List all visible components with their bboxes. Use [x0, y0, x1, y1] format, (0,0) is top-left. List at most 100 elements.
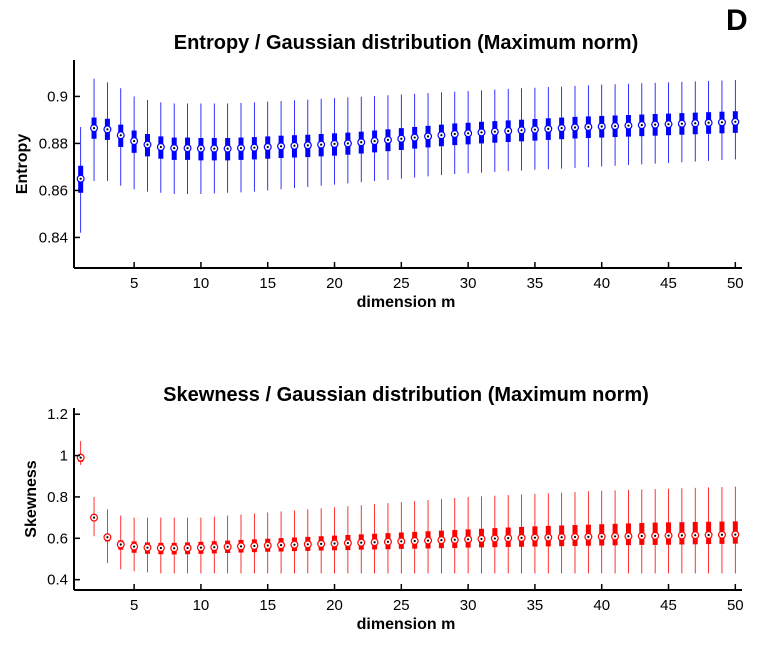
entropy-median-dot — [400, 137, 403, 140]
entropy-y-tick-label: 0.86 — [39, 182, 68, 199]
entropy-x-axis-label: dimension m — [357, 294, 456, 311]
skewness-median-dot — [226, 545, 229, 548]
skewness-x-tick-label: 50 — [727, 597, 744, 614]
skewness-median-dot — [507, 536, 510, 540]
skewness-median-dot — [266, 544, 269, 547]
entropy-median-dot — [467, 132, 470, 135]
skewness-median-dot — [400, 540, 403, 543]
entropy-median-dot — [600, 125, 603, 128]
skewness-y-tick-label: 0.8 — [47, 489, 68, 506]
entropy-median-dot — [613, 124, 617, 128]
skewness-median-dot — [320, 542, 323, 545]
skewness-median-dot — [720, 533, 724, 536]
skewness-median-dot — [306, 543, 309, 546]
entropy-median-dot — [507, 129, 510, 133]
skewness-axes: 5 10 15 20 25 30 35 40 45 50 0.4 0.6 0.8 1 1.2 — [47, 406, 744, 614]
skewness-x-tick-label: 20 — [326, 597, 343, 614]
skewness-median-dot — [480, 537, 483, 541]
entropy-x-tick-label: 25 — [393, 275, 410, 292]
entropy-median-dot — [199, 147, 203, 150]
skewness-median-dot — [654, 534, 657, 537]
skewness-x-axis-label: dimension m — [357, 616, 456, 633]
skewness-median-dot — [467, 538, 470, 541]
skewness-median-dot — [173, 547, 176, 550]
skewness-median-dot — [493, 537, 496, 540]
entropy-median-dot — [654, 123, 657, 126]
skewness-y-tick-label: 1.2 — [47, 406, 68, 423]
entropy-median-dot — [346, 142, 349, 145]
entropy-median-dot — [213, 147, 216, 150]
entropy-y-tick-label: 0.88 — [39, 135, 68, 152]
skewness-median-dot — [79, 456, 82, 459]
entropy-median-dot — [680, 122, 683, 125]
entropy-median-dot — [173, 147, 176, 150]
entropy-x-tick-label: 10 — [193, 275, 210, 292]
entropy-median-dot — [92, 127, 96, 130]
skewness-median-dot — [146, 546, 149, 549]
skewness-median-dot — [239, 545, 243, 548]
skewness-y-tick-label: 0.4 — [47, 572, 68, 589]
entropy-median-dot — [119, 134, 122, 137]
skewness-median-dot — [734, 533, 737, 536]
entropy-median-dot — [587, 125, 590, 129]
skewness-median-dot — [360, 541, 363, 544]
skewness-median-dot — [453, 538, 456, 541]
entropy-x-tick-label: 15 — [259, 275, 276, 292]
entropy-x-tick-label: 45 — [660, 275, 677, 292]
entropy-median-dot — [253, 146, 256, 149]
skewness-median-dot — [279, 544, 283, 547]
entropy-x-tick-label: 40 — [593, 275, 610, 292]
entropy-x-tick-label: 20 — [326, 275, 343, 292]
skewness-median-dot — [346, 541, 349, 545]
skewness-median-dot — [560, 536, 563, 539]
entropy-median-dot — [573, 126, 577, 129]
entropy-median-dot — [186, 147, 189, 150]
entropy-median-dot — [493, 130, 496, 133]
skewness-median-dot — [440, 539, 443, 542]
entropy-median-dot — [133, 139, 136, 143]
entropy-y-axis-label: Entropy — [14, 134, 31, 195]
entropy-median-dot — [306, 144, 309, 147]
entropy-median-dot — [146, 143, 149, 146]
skewness-x-tick-label: 15 — [259, 597, 276, 614]
skewness-x-tick-label: 5 — [130, 597, 138, 614]
entropy-median-dot — [279, 145, 283, 148]
entropy-median-dot — [373, 139, 376, 143]
skewness-x-tick-label: 30 — [460, 597, 477, 614]
entropy-x-tick-label: 30 — [460, 275, 477, 292]
skewness-median-dot — [613, 535, 617, 538]
entropy-median-dot — [426, 135, 430, 138]
entropy-x-tick-label: 5 — [130, 275, 138, 292]
entropy-median-dot — [360, 141, 363, 144]
skewness-median-dot — [627, 535, 630, 538]
skewness-median-dot — [106, 536, 109, 539]
entropy-median-dot — [520, 129, 523, 132]
entropy-median-dot — [106, 128, 109, 131]
entropy-median-dot — [226, 147, 229, 150]
entropy-median-dot — [159, 145, 162, 149]
skewness-x-tick-label: 10 — [193, 597, 210, 614]
skewness-median-dot — [600, 535, 603, 538]
skewness-chart-title: Skewness / Gaussian distribution (Maximu… — [163, 384, 649, 406]
entropy-median-dot — [547, 127, 550, 130]
skewness-median-dot — [413, 539, 416, 543]
panel-label: D — [726, 4, 748, 37]
entropy-chart-title: Entropy / Gaussian distribution (Maximum… — [174, 32, 638, 54]
skewness-median-dot — [293, 543, 296, 546]
skewness-x-tick-label: 25 — [393, 597, 410, 614]
skewness-y-tick-label: 0.6 — [47, 530, 68, 547]
skewness-y-axis-label: Skewness — [23, 460, 40, 537]
skewness-median-dot — [533, 536, 537, 539]
skewness-median-dot — [426, 539, 430, 542]
entropy-median-dot — [413, 136, 416, 139]
skewness-median-dot — [253, 544, 256, 548]
skewness-median-dot — [667, 534, 670, 537]
skewness-chart: Skewness / Gaussian distribution (Maximu… — [23, 384, 744, 633]
entropy-boxes — [76, 78, 740, 233]
skewness-median-dot — [159, 546, 162, 550]
entropy-median-dot — [720, 121, 724, 124]
skewness-median-dot — [186, 546, 189, 550]
skewness-x-tick-label: 40 — [593, 597, 610, 614]
entropy-median-dot — [79, 177, 82, 180]
